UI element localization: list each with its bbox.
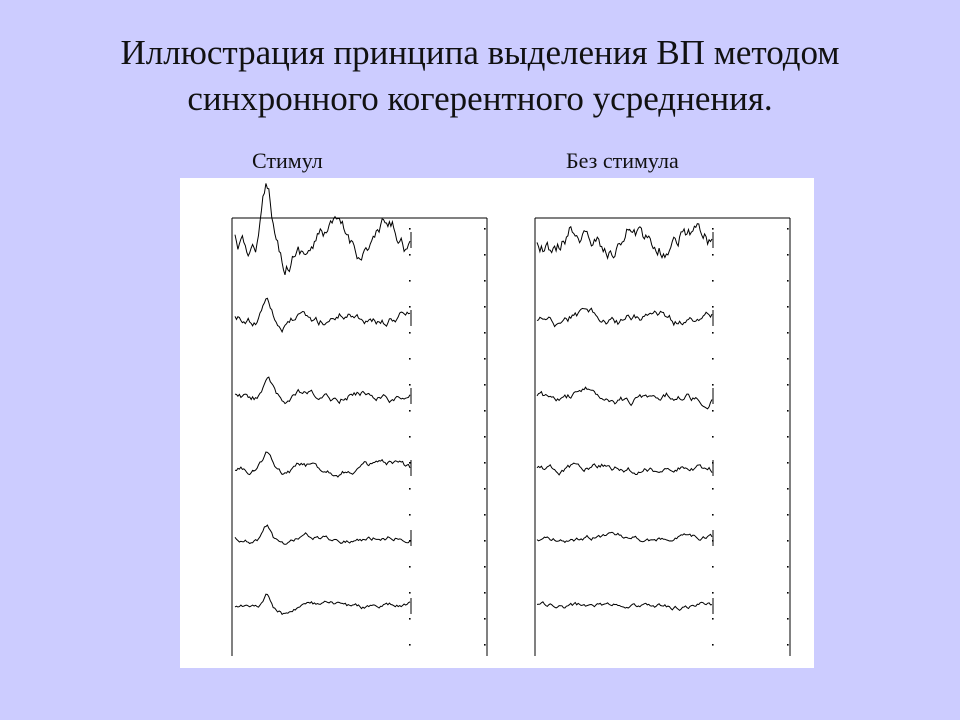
stimulus-panel — [231, 183, 488, 656]
time-marker-dot — [787, 488, 789, 490]
time-marker-dot — [787, 306, 789, 308]
time-marker-dot — [712, 436, 714, 438]
slide-title: Иллюстрация принципа выделения ВП методо… — [0, 30, 960, 122]
time-marker-dot — [712, 306, 714, 308]
time-marker-dot — [484, 488, 486, 490]
stimulus-trace-3 — [234, 376, 411, 405]
no-stimulus-trace-4 — [536, 462, 713, 476]
time-marker-dot — [787, 280, 789, 282]
time-marker-dot — [484, 384, 486, 386]
time-marker-dot — [409, 462, 411, 464]
time-marker-dot — [787, 592, 789, 594]
time-marker-dot — [712, 384, 714, 386]
time-marker-dot — [787, 514, 789, 516]
time-marker-dot — [787, 566, 789, 568]
time-marker-dot — [484, 618, 486, 620]
time-marker-dot — [409, 592, 411, 594]
stimulus-trace-6 — [234, 593, 411, 616]
time-marker-dot — [409, 644, 411, 646]
time-marker-dot — [787, 384, 789, 386]
time-marker-dot — [409, 566, 411, 568]
time-marker-dot — [409, 618, 411, 620]
time-marker-dot — [712, 592, 714, 594]
stimulus-trace-1 — [234, 183, 411, 276]
time-marker-dot — [484, 358, 486, 360]
time-marker-dot — [484, 228, 486, 230]
eeg-traces-svg — [231, 183, 791, 656]
eeg-figure — [180, 178, 814, 668]
time-marker-dot — [484, 592, 486, 594]
time-marker-dot — [712, 644, 714, 646]
time-marker-dot — [484, 566, 486, 568]
time-marker-dot — [787, 332, 789, 334]
time-marker-dot — [787, 644, 789, 646]
slide-title-line-1: Иллюстрация принципа выделения ВП методо… — [120, 33, 840, 72]
time-marker-dot — [484, 280, 486, 282]
time-marker-dot — [712, 332, 714, 334]
no-stimulus-trace-6 — [536, 601, 713, 612]
time-marker-dot — [787, 462, 789, 464]
time-marker-dot — [409, 254, 411, 256]
time-marker-dot — [409, 306, 411, 308]
time-marker-dot — [712, 358, 714, 360]
no-stimulus-trace-5 — [536, 531, 713, 544]
time-marker-dot — [484, 514, 486, 516]
time-marker-dot — [787, 358, 789, 360]
stimulus-trace-2 — [234, 297, 411, 334]
time-marker-dot — [409, 332, 411, 334]
time-marker-dot — [787, 228, 789, 230]
time-marker-dot — [409, 540, 411, 542]
time-marker-dot — [409, 280, 411, 282]
time-marker-dot — [712, 254, 714, 256]
time-marker-dot — [712, 280, 714, 282]
time-marker-dot — [409, 384, 411, 386]
time-marker-dot — [712, 462, 714, 464]
time-marker-dot — [484, 462, 486, 464]
time-marker-dot — [787, 254, 789, 256]
time-marker-dot — [409, 358, 411, 360]
panel-label-no-stimulus: Без стимула — [566, 148, 679, 173]
time-marker-dot — [484, 254, 486, 256]
time-marker-dot — [409, 488, 411, 490]
time-marker-dot — [484, 644, 486, 646]
time-marker-dot — [787, 618, 789, 620]
time-marker-dot — [787, 540, 789, 542]
time-marker-dot — [409, 514, 411, 516]
time-marker-dot — [787, 436, 789, 438]
time-marker-dot — [712, 618, 714, 620]
time-marker-dot — [712, 228, 714, 230]
panel-label-stimulus: Стимул — [252, 148, 323, 173]
time-marker-dot — [712, 540, 714, 542]
time-marker-dot — [712, 488, 714, 490]
time-marker-dot — [484, 306, 486, 308]
time-marker-dot — [787, 410, 789, 412]
time-marker-dot — [712, 566, 714, 568]
no-stimulus-trace-3 — [536, 386, 713, 410]
time-marker-dot — [409, 410, 411, 412]
no-stimulus-panel — [534, 217, 791, 656]
time-marker-dot — [712, 514, 714, 516]
time-marker-dot — [712, 410, 714, 412]
slide-title-line-2: синхронного когерентного усреднения. — [187, 79, 773, 118]
time-marker-dot — [484, 540, 486, 542]
time-marker-dot — [484, 436, 486, 438]
no-stimulus-trace-1 — [536, 223, 713, 260]
time-marker-dot — [409, 228, 411, 230]
time-marker-dot — [484, 410, 486, 412]
time-marker-dot — [409, 436, 411, 438]
time-marker-dot — [484, 332, 486, 334]
stimulus-trace-5 — [234, 524, 411, 545]
no-stimulus-trace-2 — [536, 307, 713, 328]
stimulus-trace-4 — [234, 451, 411, 478]
